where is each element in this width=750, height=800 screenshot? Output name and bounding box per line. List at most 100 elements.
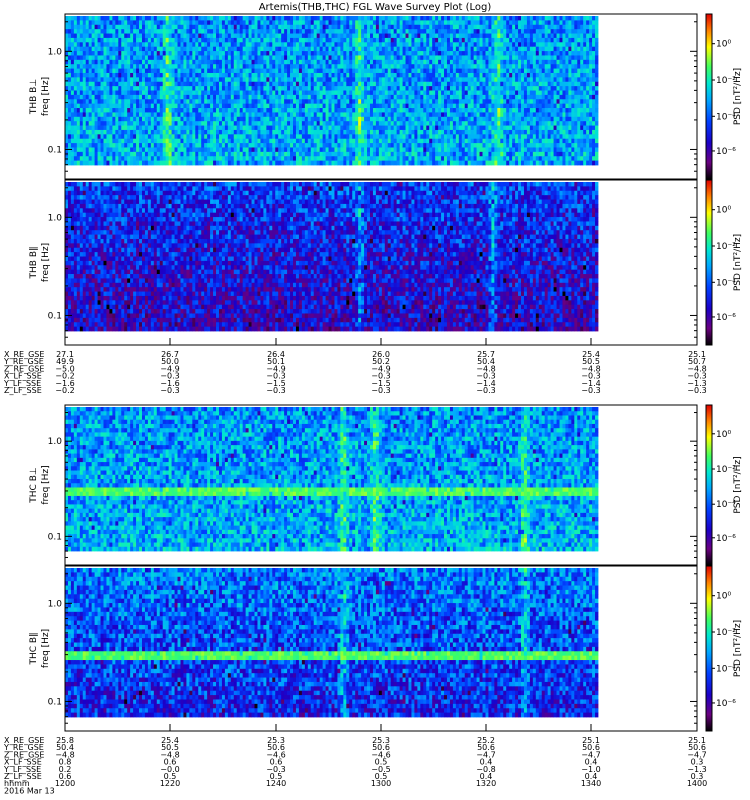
heatmap-cell [136, 112, 139, 117]
heatmap-cell [488, 152, 491, 157]
heatmap-cell [485, 130, 488, 135]
heatmap-cell [249, 51, 252, 56]
heatmap-cell [222, 20, 225, 25]
heatmap-cell [237, 60, 240, 65]
heatmap-cell [246, 121, 249, 126]
heatmap-cell [471, 147, 474, 152]
heatmap-cell [166, 86, 169, 91]
heatmap-cell [145, 51, 148, 56]
heatmap-cell [367, 108, 370, 113]
heatmap-cell [480, 16, 483, 21]
heatmap-cell [441, 147, 444, 152]
heatmap-cell [228, 161, 231, 166]
heatmap-cell [222, 147, 225, 152]
heatmap-cell [417, 86, 420, 91]
heatmap-cell [154, 130, 157, 135]
heatmap-cell [95, 117, 98, 122]
heatmap-cell [302, 16, 305, 21]
heatmap-cell [186, 130, 189, 135]
heatmap-cell [240, 29, 243, 34]
heatmap-cell [465, 20, 468, 25]
heatmap-cell [426, 55, 429, 60]
heatmap-cell [95, 73, 98, 78]
heatmap-cell [71, 60, 74, 65]
heatmap-cell [468, 152, 471, 157]
heatmap-cell [195, 108, 198, 113]
heatmap-cell [133, 47, 136, 52]
heatmap-cell [71, 139, 74, 144]
heatmap-cell [198, 117, 201, 122]
heatmap-cell [166, 134, 169, 139]
heatmap-cell [121, 99, 124, 104]
heatmap-cell [364, 73, 367, 78]
heatmap-cell [290, 152, 293, 157]
heatmap-cell [299, 29, 302, 34]
heatmap-cell [101, 86, 104, 91]
heatmap-cell [305, 117, 308, 122]
heatmap-cell [234, 42, 237, 47]
heatmap-cell [480, 73, 483, 78]
heatmap-cell [340, 64, 343, 69]
heatmap-cell [376, 25, 379, 30]
heatmap-cell [103, 82, 106, 87]
heatmap-cell [346, 156, 349, 161]
heatmap-cell [115, 42, 118, 47]
heatmap-cell [287, 117, 290, 122]
heatmap-cell [317, 29, 320, 34]
heatmap-cell [314, 147, 317, 152]
heatmap-cell [95, 104, 98, 109]
heatmap-cell [311, 91, 314, 96]
heatmap-cell [183, 161, 186, 166]
heatmap-cell [160, 86, 163, 91]
heatmap-cell [429, 143, 432, 148]
heatmap-cell [225, 130, 228, 135]
heatmap-cell [397, 82, 400, 87]
heatmap-cell [293, 51, 296, 56]
heatmap-cell [394, 77, 397, 82]
heatmap-cell [373, 139, 376, 144]
heatmap-cell [329, 69, 332, 74]
heatmap-cell [491, 82, 494, 87]
heatmap-cell [334, 42, 337, 47]
heatmap-cell [145, 126, 148, 131]
heatmap-cell [240, 42, 243, 47]
heatmap-cell [272, 91, 275, 96]
heatmap-cell [121, 108, 124, 113]
heatmap-cell [86, 117, 89, 122]
heatmap-cell [326, 139, 329, 144]
heatmap-cell [397, 108, 400, 113]
heatmap-cell [275, 112, 278, 117]
heatmap-cell [311, 77, 314, 82]
heatmap-cell [400, 134, 403, 139]
heatmap-cell [432, 104, 435, 109]
heatmap-cell [86, 47, 89, 52]
heatmap-cell [332, 16, 335, 21]
heatmap-cell [216, 64, 219, 69]
heatmap-cell [337, 143, 340, 148]
heatmap-cell [450, 29, 453, 34]
heatmap-cell [98, 130, 101, 135]
heatmap-cell [474, 16, 477, 21]
heatmap-cell [491, 42, 494, 47]
heatmap-cell [86, 25, 89, 30]
heatmap-cell [169, 42, 172, 47]
heatmap-cell [352, 69, 355, 74]
heatmap-cell [163, 20, 166, 25]
heatmap-cell [379, 69, 382, 74]
heatmap-cell [95, 147, 98, 152]
heatmap-cell [115, 47, 118, 52]
heatmap-cell [281, 29, 284, 34]
heatmap-cell [429, 60, 432, 65]
heatmap-cell [456, 82, 459, 87]
heatmap-cell [326, 86, 329, 91]
heatmap-cell [400, 77, 403, 82]
heatmap-cell [299, 20, 302, 25]
heatmap-cell [456, 104, 459, 109]
heatmap-cell [323, 156, 326, 161]
heatmap-cell [355, 126, 358, 131]
heatmap-cell [228, 91, 231, 96]
heatmap-cell [228, 143, 231, 148]
heatmap-cell [234, 126, 237, 131]
heatmap-cell [257, 25, 260, 30]
heatmap-cell [222, 139, 225, 144]
